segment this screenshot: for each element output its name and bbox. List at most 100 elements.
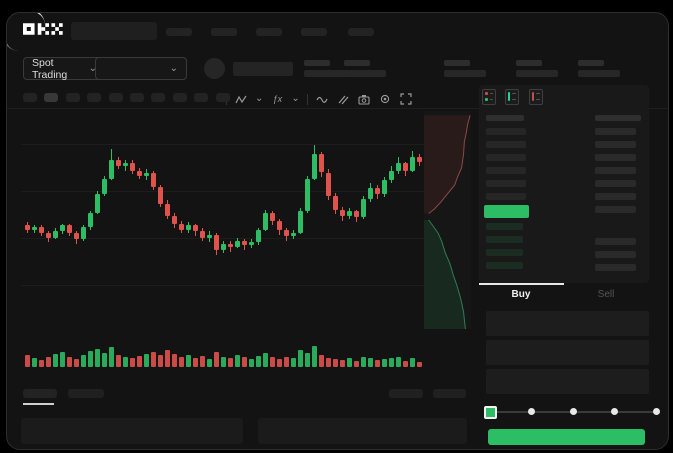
candle-body — [144, 172, 149, 176]
volume-bar — [53, 354, 58, 367]
indicators-icon[interactable]: ƒx — [272, 94, 283, 104]
stat-value-placeholder — [578, 70, 620, 77]
candle-body — [81, 226, 86, 240]
candle-body — [186, 225, 191, 230]
volume-bar — [389, 358, 394, 367]
stat-label-placeholder — [344, 60, 370, 66]
candle-body — [326, 172, 331, 196]
interval-pill[interactable] — [23, 93, 37, 102]
gridline — [21, 285, 471, 286]
volume-bar — [39, 360, 44, 367]
bottom-tab[interactable] — [68, 389, 104, 398]
nav-item[interactable] — [348, 28, 374, 36]
bid-row — [486, 236, 523, 243]
chevron-down-icon[interactable]: ⌄ — [255, 93, 264, 104]
tab-sell[interactable]: Sell — [597, 289, 615, 300]
volume-bar — [32, 358, 37, 367]
volume-bar — [200, 356, 205, 367]
volume-bar — [291, 358, 296, 367]
search-input[interactable] — [71, 22, 157, 40]
nav-item[interactable] — [211, 28, 237, 36]
candle-style-icon[interactable] — [234, 92, 248, 106]
nav-item[interactable] — [256, 28, 282, 36]
interval-pill[interactable] — [216, 93, 230, 102]
nav-item[interactable] — [301, 28, 327, 36]
volume-bar — [214, 352, 219, 367]
amount-field[interactable] — [486, 340, 649, 365]
book-all-icon[interactable] — [482, 89, 496, 105]
pair-name-placeholder — [233, 62, 293, 76]
bottom-action-pill[interactable] — [433, 389, 466, 398]
volume-bar — [88, 351, 93, 367]
trades-row — [595, 251, 636, 258]
stat-value-placeholder — [304, 70, 346, 77]
interval-pill[interactable] — [109, 93, 123, 102]
stat-value-placeholder — [516, 70, 558, 77]
volume-bar — [403, 361, 408, 367]
candle-body — [39, 226, 44, 233]
interval-pill[interactable] — [87, 93, 101, 102]
volume-bar — [312, 346, 317, 367]
candle-body — [249, 242, 254, 246]
interval-pill[interactable] — [173, 93, 187, 102]
camera-icon[interactable] — [357, 92, 371, 106]
ask-row — [486, 167, 526, 174]
candle-body — [228, 243, 233, 247]
candle-body — [109, 160, 114, 179]
volume-bar — [326, 358, 331, 367]
interval-pill[interactable] — [130, 93, 144, 102]
price-field[interactable] — [486, 311, 649, 336]
chart-toolbar: ⌄ ƒx ⌄ — [226, 92, 413, 106]
candle-body — [221, 243, 226, 250]
trades-row — [595, 128, 636, 135]
volume-bar — [368, 358, 373, 367]
book-asks-icon[interactable] — [528, 89, 543, 105]
volume-bar — [193, 358, 198, 367]
candle-body — [361, 198, 366, 218]
bottom-action-pill[interactable] — [389, 389, 423, 398]
line-style-icon[interactable] — [315, 92, 329, 106]
tab-buy[interactable]: Buy — [511, 289, 531, 300]
chevron-down-icon: ⌄ — [88, 62, 97, 74]
draw-icon[interactable] — [336, 92, 350, 106]
interval-pill[interactable] — [151, 93, 165, 102]
slider-stop[interactable] — [611, 408, 618, 415]
last-price-row[interactable] — [484, 205, 529, 218]
okx-logo[interactable] — [23, 22, 63, 36]
volume-bar — [67, 357, 72, 367]
volume-bar — [137, 356, 142, 367]
nav-item[interactable] — [166, 28, 192, 36]
buy-submit-button[interactable] — [488, 429, 645, 445]
trades-row — [595, 238, 636, 245]
slider-stop-active[interactable] — [484, 406, 497, 419]
volume-bar — [130, 358, 135, 367]
volume-bar — [375, 360, 380, 367]
candle-body — [172, 215, 177, 224]
market-type-label: Spot Trading — [32, 56, 68, 81]
chevron-down-icon: ⌄ — [169, 62, 178, 74]
book-bids-icon[interactable] — [505, 89, 520, 105]
ask-row — [486, 141, 526, 148]
volume-bar — [361, 357, 366, 367]
candle-body — [277, 220, 282, 230]
ask-row — [486, 128, 526, 135]
interval-pill[interactable] — [194, 93, 208, 102]
slider-stop[interactable] — [652, 408, 660, 415]
candle-body — [368, 188, 373, 199]
bottom-tab-active[interactable] — [23, 389, 57, 398]
candlestick-chart[interactable] — [21, 107, 471, 339]
slider-stop[interactable] — [528, 408, 535, 415]
trades-row — [595, 264, 636, 271]
settings-gear-icon[interactable] — [378, 92, 392, 106]
interval-pill[interactable] — [66, 93, 80, 102]
stat-label-placeholder — [444, 60, 470, 66]
interval-pill[interactable] — [44, 93, 58, 102]
total-field[interactable] — [486, 369, 649, 394]
market-type-dropdown[interactable]: Spot Trading ⌄ — [23, 56, 106, 81]
slider-stop[interactable] — [569, 408, 577, 415]
gridline — [21, 191, 471, 192]
pair-selector-dropdown[interactable]: ⌄ — [95, 57, 187, 80]
fullscreen-icon[interactable] — [399, 92, 413, 106]
stat-value-placeholder — [444, 70, 486, 77]
chevron-down-icon[interactable]: ⌄ — [291, 93, 300, 104]
